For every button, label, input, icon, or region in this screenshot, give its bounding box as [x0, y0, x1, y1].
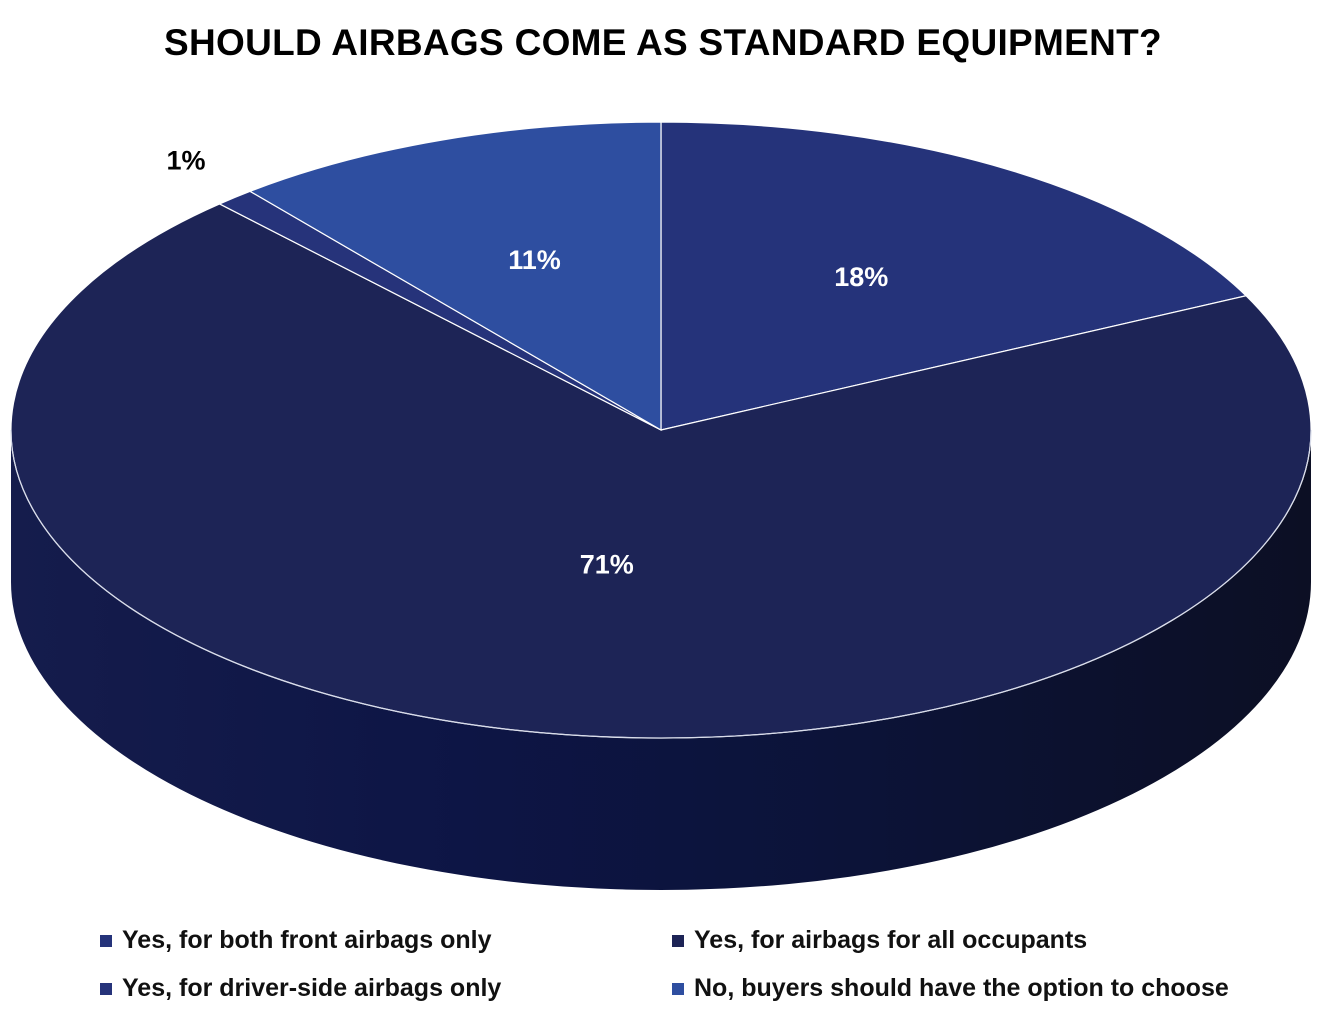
legend-label-all-occupants: Yes, for airbags for all occupants	[694, 926, 1088, 954]
legend-label-driver-side: Yes, for driver-side airbags only	[122, 974, 502, 1002]
pie-side-wall	[11, 430, 1311, 890]
legend-swatch-all-occupants	[672, 934, 684, 947]
pie-side-surface	[11, 430, 1311, 890]
legend-item-all-occupants: Yes, for airbags for all occupants	[672, 926, 1087, 955]
legend-label-both-front: Yes, for both front airbags only	[122, 926, 492, 954]
chart-title: SHOULD AIRBAGS COME AS STANDARD EQUIPMEN…	[164, 22, 1162, 63]
pie-slice-both-front	[660, 121, 1248, 431]
data-label-option-to-choose: 11%	[508, 245, 561, 275]
legend-label-option-to-choose: No, buyers should have the option to cho…	[694, 974, 1229, 1002]
pie-slice-option-to-choose	[248, 121, 662, 432]
legend-item-both-front: Yes, for both front airbags only	[100, 926, 491, 955]
legend-item-option-to-choose: No, buyers should have the option to cho…	[672, 974, 1229, 1003]
data-label-both-front: 18%	[834, 262, 888, 292]
data-label-all-occupants: 71%	[580, 549, 634, 579]
legend-swatch-option-to-choose	[672, 982, 684, 995]
legend-item-driver-side: Yes, for driver-side airbags only	[100, 974, 501, 1003]
pie-rim	[10, 429, 1312, 739]
legend: Yes, for both front airbags only Yes, fo…	[0, 918, 1326, 1018]
legend-swatch-both-front	[100, 934, 112, 947]
data-label-driver-side: 1%	[166, 145, 205, 175]
legend-swatch-driver-side	[100, 982, 112, 995]
